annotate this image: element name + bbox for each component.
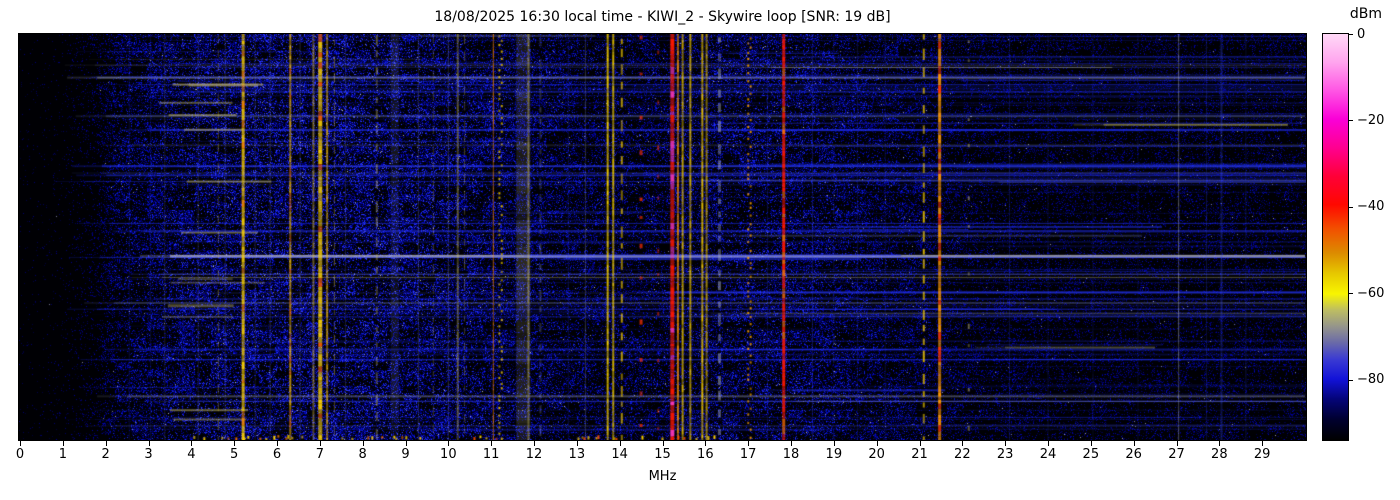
x-tick-label: 10 bbox=[440, 447, 457, 462]
x-tick-label: 19 bbox=[825, 447, 843, 462]
colorbar-tick-mark bbox=[1349, 206, 1353, 208]
x-tick-mark bbox=[619, 441, 621, 446]
x-tick-label: 3 bbox=[144, 447, 153, 462]
x-tick-label: 18 bbox=[782, 447, 800, 462]
x-tick-label: 14 bbox=[611, 447, 628, 462]
x-tick-label: 23 bbox=[996, 447, 1014, 462]
x-tick-mark bbox=[534, 441, 535, 446]
x-tick-label: 11 bbox=[482, 447, 500, 462]
x-tick-mark bbox=[62, 441, 64, 446]
x-tick-label: 27 bbox=[1168, 447, 1185, 462]
x-tick-label: 9 bbox=[401, 447, 410, 462]
x-tick-mark bbox=[705, 441, 707, 446]
x-tick-mark bbox=[448, 441, 450, 446]
x-tick-mark bbox=[748, 441, 750, 446]
x-tick-mark bbox=[1262, 441, 1264, 446]
x-tick-mark bbox=[791, 441, 792, 446]
waterfall-plot bbox=[18, 33, 1307, 441]
colorbar bbox=[1322, 33, 1349, 441]
x-tick-label: 28 bbox=[1211, 447, 1228, 462]
x-tick-mark bbox=[362, 441, 364, 446]
x-axis-label: MHz bbox=[648, 469, 677, 484]
x-tick-label: 17 bbox=[739, 447, 757, 462]
x-tick-label: 29 bbox=[1253, 447, 1271, 462]
x-tick-mark bbox=[919, 441, 921, 446]
colorbar-tick-label: −40 bbox=[1357, 199, 1385, 215]
x-tick-label: 2 bbox=[101, 447, 110, 462]
x-tick-label: 25 bbox=[1082, 447, 1100, 462]
x-tick-label: 6 bbox=[272, 447, 282, 462]
colorbar-tick-mark bbox=[1349, 34, 1353, 35]
x-tick-label: 7 bbox=[315, 447, 324, 462]
x-tick-mark bbox=[20, 441, 21, 446]
x-tick-mark bbox=[105, 441, 107, 446]
x-tick-label: 13 bbox=[568, 447, 586, 462]
x-tick-mark bbox=[234, 441, 236, 446]
colorbar-tick-mark bbox=[1349, 379, 1353, 381]
x-tick-mark bbox=[319, 441, 321, 446]
x-tick-mark bbox=[1133, 441, 1135, 446]
colorbar-tick-label: −20 bbox=[1357, 112, 1385, 128]
x-tick-label: 20 bbox=[868, 447, 885, 462]
x-tick-mark bbox=[191, 441, 193, 446]
x-tick-mark bbox=[576, 441, 578, 446]
x-tick-mark bbox=[491, 441, 493, 446]
x-tick-mark bbox=[405, 441, 407, 446]
colorbar-tick-label: −60 bbox=[1357, 285, 1385, 301]
colorbar-tick-mark bbox=[1349, 120, 1353, 122]
x-tick-label: 16 bbox=[697, 447, 714, 462]
x-tick-label: 21 bbox=[911, 447, 928, 462]
x-tick-label: 26 bbox=[1125, 447, 1142, 462]
colorbar-tick-mark bbox=[1349, 293, 1353, 295]
x-tick-label: 22 bbox=[954, 447, 971, 462]
x-tick-label: 12 bbox=[525, 447, 543, 462]
x-tick-mark bbox=[277, 441, 278, 446]
x-tick-label: 0 bbox=[15, 447, 25, 462]
x-tick-mark bbox=[962, 441, 964, 446]
colorbar-tick-label: −80 bbox=[1357, 372, 1385, 388]
x-tick-mark bbox=[1219, 441, 1221, 446]
x-tick-label: 8 bbox=[358, 447, 367, 462]
x-tick-label: 4 bbox=[187, 447, 196, 462]
waterfall-canvas bbox=[19, 34, 1306, 440]
x-tick-label: 15 bbox=[654, 447, 671, 462]
x-tick-label: 5 bbox=[230, 447, 239, 462]
chart-title: 18/08/2025 16:30 local time - KIWI_2 - S… bbox=[434, 9, 891, 25]
colorbar-tick-label: 0 bbox=[1357, 26, 1366, 42]
colorbar-label: dBm bbox=[1349, 6, 1383, 22]
x-tick-mark bbox=[1005, 441, 1007, 446]
x-tick-label: 1 bbox=[58, 447, 67, 462]
x-tick-mark bbox=[1048, 441, 1049, 446]
x-tick-mark bbox=[148, 441, 150, 446]
x-tick-mark bbox=[1090, 441, 1092, 446]
x-tick-mark bbox=[876, 441, 878, 446]
colorbar-gradient bbox=[1323, 34, 1348, 440]
x-tick-mark bbox=[1176, 441, 1178, 446]
x-tick-mark bbox=[833, 441, 835, 446]
x-tick-mark bbox=[662, 441, 664, 446]
x-tick-label: 24 bbox=[1039, 447, 1057, 462]
